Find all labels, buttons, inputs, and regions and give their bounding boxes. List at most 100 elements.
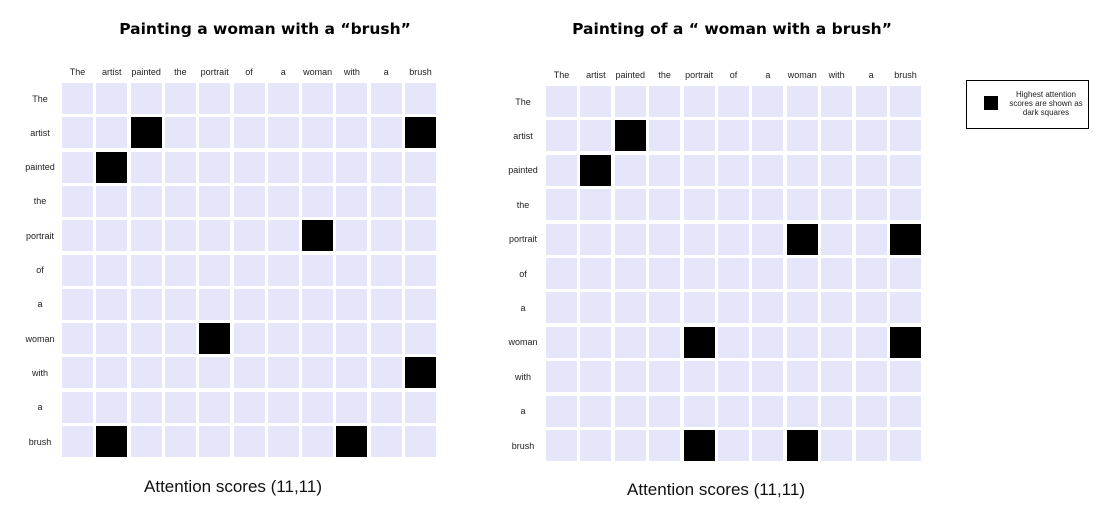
attention-cell xyxy=(821,258,853,289)
attention-cell xyxy=(96,391,128,423)
attention-cell xyxy=(821,292,853,324)
column-label-artist: artist xyxy=(586,70,606,80)
column-label-portrait: portrait xyxy=(685,70,714,80)
attention-cell xyxy=(683,395,715,427)
attention-cell xyxy=(233,83,265,114)
attention-cell xyxy=(821,430,853,461)
attention-cell-highlighted xyxy=(614,120,646,152)
attention-cell xyxy=(96,288,128,320)
attention-cell xyxy=(62,323,93,355)
attention-cell xyxy=(62,357,93,389)
column-label-woman: woman xyxy=(787,70,817,80)
attention-cell xyxy=(164,357,196,389)
attention-cell xyxy=(370,83,402,114)
attention-cell xyxy=(370,426,402,457)
attention-cell xyxy=(199,357,231,389)
attention-cell xyxy=(580,86,612,117)
attention-cell xyxy=(718,292,749,324)
attention-cell-highlighted xyxy=(683,430,715,461)
attention-cell xyxy=(62,151,93,183)
attention-cell xyxy=(752,86,784,117)
attention-cell xyxy=(267,391,299,423)
attention-cell xyxy=(683,223,715,255)
attention-cell xyxy=(786,292,818,324)
column-label-a: a xyxy=(383,67,389,77)
attention-cell xyxy=(164,151,196,183)
attention-cell xyxy=(267,357,299,389)
column-label-of: of xyxy=(729,70,738,80)
attention-cell xyxy=(370,323,402,355)
attention-cell xyxy=(164,288,196,320)
attention-cell xyxy=(302,391,334,423)
attention-cell xyxy=(164,185,196,217)
attention-cell xyxy=(580,395,612,427)
attention-cell xyxy=(130,185,162,217)
attention-cell xyxy=(786,258,818,289)
attention-cell xyxy=(649,189,681,221)
attention-cell xyxy=(890,292,921,324)
attention-cell xyxy=(233,426,265,457)
attention-cell xyxy=(718,86,749,117)
attention-cell xyxy=(786,326,818,358)
attention-cell xyxy=(96,185,128,217)
column-label-with: with xyxy=(828,70,845,80)
attention-cell xyxy=(96,254,128,286)
attention-cell-highlighted xyxy=(336,426,368,457)
attention-cell xyxy=(718,326,749,358)
attention-cell xyxy=(580,430,612,461)
attention-cell xyxy=(267,185,299,217)
attention-cell xyxy=(267,151,299,183)
attention-cell xyxy=(233,220,265,252)
attention-cell xyxy=(199,185,231,217)
attention-cell xyxy=(580,361,612,393)
attention-cell xyxy=(855,189,887,221)
attention-cell xyxy=(370,117,402,149)
attention-cell xyxy=(62,391,93,423)
column-label-the: the xyxy=(174,67,187,77)
attention-cell xyxy=(752,189,784,221)
attention-cell xyxy=(267,426,299,457)
column-label-the: The xyxy=(553,70,570,80)
attention-cell-highlighted xyxy=(96,151,128,183)
attention-cell xyxy=(821,86,853,117)
column-label-a: a xyxy=(765,70,771,80)
attention-cell xyxy=(405,288,436,320)
attention-cell-highlighted xyxy=(890,326,921,358)
attention-cell-highlighted xyxy=(96,426,128,457)
panel-caption: Attention scores (11,11) xyxy=(627,480,805,499)
attention-cell xyxy=(855,361,887,393)
attention-cell-highlighted xyxy=(405,117,436,149)
attention-cell xyxy=(580,258,612,289)
column-label-the: The xyxy=(69,67,86,77)
attention-cell xyxy=(855,223,887,255)
attention-cell xyxy=(580,189,612,221)
attention-cell xyxy=(164,323,196,355)
attention-cell xyxy=(199,117,231,149)
attention-cell xyxy=(370,151,402,183)
attention-cell xyxy=(302,357,334,389)
column-label-of: of xyxy=(245,67,253,77)
row-label-portrait: portrait xyxy=(25,230,55,241)
attention-cell xyxy=(233,288,265,320)
attention-cell xyxy=(546,361,577,393)
row-label-the: the xyxy=(33,196,47,207)
attention-cell xyxy=(164,426,196,457)
attention-cell-highlighted xyxy=(786,430,818,461)
attention-cell xyxy=(336,117,368,149)
attention-cell xyxy=(786,154,818,186)
attention-cell xyxy=(786,395,818,427)
attention-cell xyxy=(164,391,196,423)
attention-cell xyxy=(336,323,368,355)
row-label-woman: woman xyxy=(508,337,538,348)
attention-cell xyxy=(614,223,646,255)
attention-cell xyxy=(614,86,646,117)
attention-cell xyxy=(233,117,265,149)
attention-cell xyxy=(614,430,646,461)
attention-cell xyxy=(683,120,715,152)
attention-cell xyxy=(718,223,749,255)
attention-cell xyxy=(62,254,93,286)
attention-cell xyxy=(718,120,749,152)
attention-cell xyxy=(267,254,299,286)
attention-cell xyxy=(96,220,128,252)
attention-cell xyxy=(62,426,93,457)
